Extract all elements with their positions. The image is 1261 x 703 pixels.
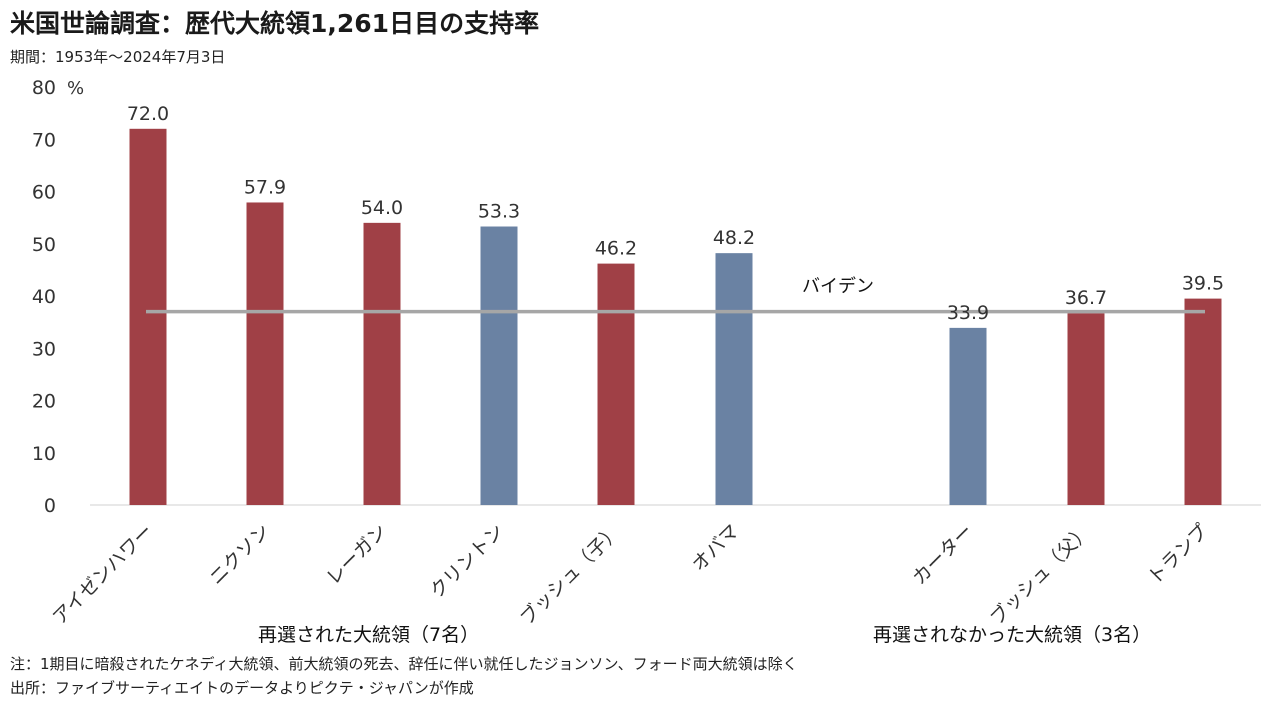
y-tick-label: 50 [32, 234, 56, 256]
bar [949, 327, 987, 505]
chart-title: 米国世論調査：歴代大統領1,261日目の支持率 [10, 9, 540, 38]
biden-reference-label: バイデン [802, 276, 874, 297]
x-category-label: トランプ [1144, 520, 1213, 589]
x-category-label: ニクソン [205, 520, 274, 589]
x-category-label: レーガン [322, 520, 391, 589]
bar-value-label: 39.5 [1182, 273, 1224, 295]
bar-value-label: 54.0 [361, 197, 403, 219]
bar [129, 128, 167, 506]
bar [480, 226, 518, 505]
y-tick-label: 0 [44, 495, 56, 517]
bar-value-label: 36.7 [1065, 287, 1107, 309]
footnote: 注：1期目に暗殺されたケネディ大統領、前大統領の死去、辞任に伴い就任したジョンソ… [10, 655, 798, 673]
y-tick-label: 30 [32, 338, 56, 360]
chart-period: 期間：1953年～2024年7月3日 [10, 48, 226, 66]
group-label-reelected: 再選された大統領（7名） [258, 624, 480, 646]
x-category-label: アイゼンハワー [49, 520, 158, 629]
bar-value-label: 48.2 [713, 227, 755, 249]
bar-value-label: 53.3 [478, 201, 520, 223]
x-category-label: ブッシュ（子） [515, 519, 625, 629]
bar [597, 263, 635, 505]
bar [715, 253, 753, 505]
y-tick-label: 70 [32, 129, 56, 151]
bar [1184, 298, 1222, 505]
y-tick-label: 10 [32, 443, 56, 465]
y-axis-unit: % [67, 78, 85, 99]
bar [363, 222, 401, 505]
y-tick-label: 80 [32, 77, 56, 99]
bar-value-label: 57.9 [244, 176, 286, 198]
x-category-label: オバマ [688, 520, 744, 576]
bar [1067, 313, 1105, 505]
y-tick-label: 40 [32, 286, 56, 308]
bar-value-label: 33.9 [947, 302, 989, 324]
bar [246, 202, 284, 505]
x-category-label: ブッシュ（父） [985, 519, 1095, 629]
y-tick-label: 60 [32, 182, 56, 204]
source-note: 出所：ファイブサーティエイトのデータよりピクテ・ジャパンが作成 [10, 679, 474, 697]
x-category-label: カーター [908, 520, 977, 589]
y-tick-label: 20 [32, 391, 56, 413]
x-category-label: クリントン [426, 520, 509, 603]
bar-value-label: 72.0 [127, 103, 169, 125]
group-label-not-reelected: 再選されなかった大統領（3名） [873, 624, 1152, 646]
bar-value-label: 46.2 [595, 238, 637, 260]
